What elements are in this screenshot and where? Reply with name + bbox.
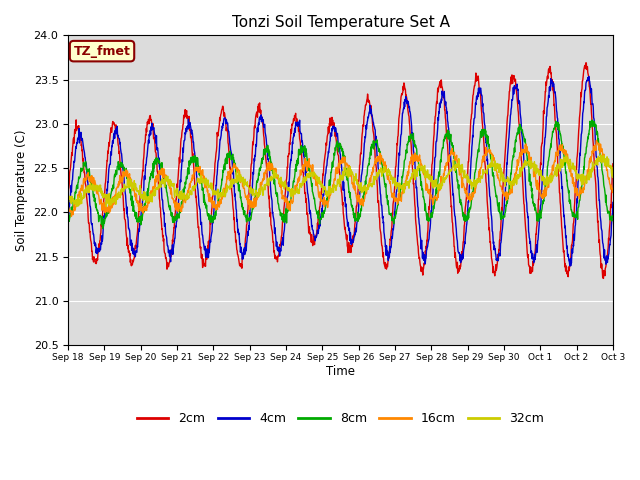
4cm xyxy=(296,121,303,127)
Line: 32cm: 32cm xyxy=(68,155,613,206)
8cm xyxy=(588,117,596,123)
16cm xyxy=(68,214,76,219)
16cm xyxy=(374,158,382,164)
2cm xyxy=(317,199,324,204)
Legend: 2cm, 4cm, 8cm, 16cm, 32cm: 2cm, 4cm, 8cm, 16cm, 32cm xyxy=(132,407,549,430)
8cm xyxy=(609,214,617,220)
8cm xyxy=(296,152,303,158)
2cm xyxy=(600,276,607,281)
16cm xyxy=(609,187,617,193)
X-axis label: Time: Time xyxy=(326,365,355,378)
2cm xyxy=(374,200,382,205)
4cm xyxy=(307,210,314,216)
32cm xyxy=(597,152,605,158)
2cm xyxy=(129,262,136,267)
32cm xyxy=(307,174,315,180)
32cm xyxy=(107,197,115,203)
32cm xyxy=(374,173,382,179)
2cm xyxy=(106,131,114,136)
16cm xyxy=(307,162,315,168)
4cm xyxy=(566,263,574,269)
8cm xyxy=(107,192,115,198)
16cm xyxy=(593,137,600,143)
Line: 2cm: 2cm xyxy=(68,63,613,278)
8cm xyxy=(99,226,106,231)
16cm xyxy=(64,210,72,216)
32cm xyxy=(64,192,72,198)
4cm xyxy=(106,161,114,167)
2cm xyxy=(64,192,72,198)
2cm xyxy=(582,60,590,66)
8cm xyxy=(374,146,382,152)
2cm xyxy=(307,232,314,238)
2cm xyxy=(296,130,303,136)
32cm xyxy=(102,204,110,209)
16cm xyxy=(296,177,303,182)
Line: 8cm: 8cm xyxy=(68,120,613,228)
32cm xyxy=(317,179,324,184)
8cm xyxy=(307,177,315,182)
4cm xyxy=(64,217,72,223)
Title: Tonzi Soil Temperature Set A: Tonzi Soil Temperature Set A xyxy=(232,15,449,30)
8cm xyxy=(64,216,72,221)
4cm xyxy=(585,73,593,79)
32cm xyxy=(609,165,617,170)
4cm xyxy=(129,246,136,252)
Text: TZ_fmet: TZ_fmet xyxy=(74,45,131,58)
Y-axis label: Soil Temperature (C): Soil Temperature (C) xyxy=(15,130,28,251)
8cm xyxy=(129,198,137,204)
16cm xyxy=(107,204,115,210)
4cm xyxy=(609,200,617,205)
16cm xyxy=(317,198,324,204)
Line: 4cm: 4cm xyxy=(68,76,613,266)
16cm xyxy=(129,186,137,192)
8cm xyxy=(317,216,324,222)
32cm xyxy=(129,183,137,189)
2cm xyxy=(609,161,617,167)
4cm xyxy=(374,165,382,170)
Line: 16cm: 16cm xyxy=(68,140,613,216)
4cm xyxy=(317,215,324,220)
32cm xyxy=(296,183,303,189)
